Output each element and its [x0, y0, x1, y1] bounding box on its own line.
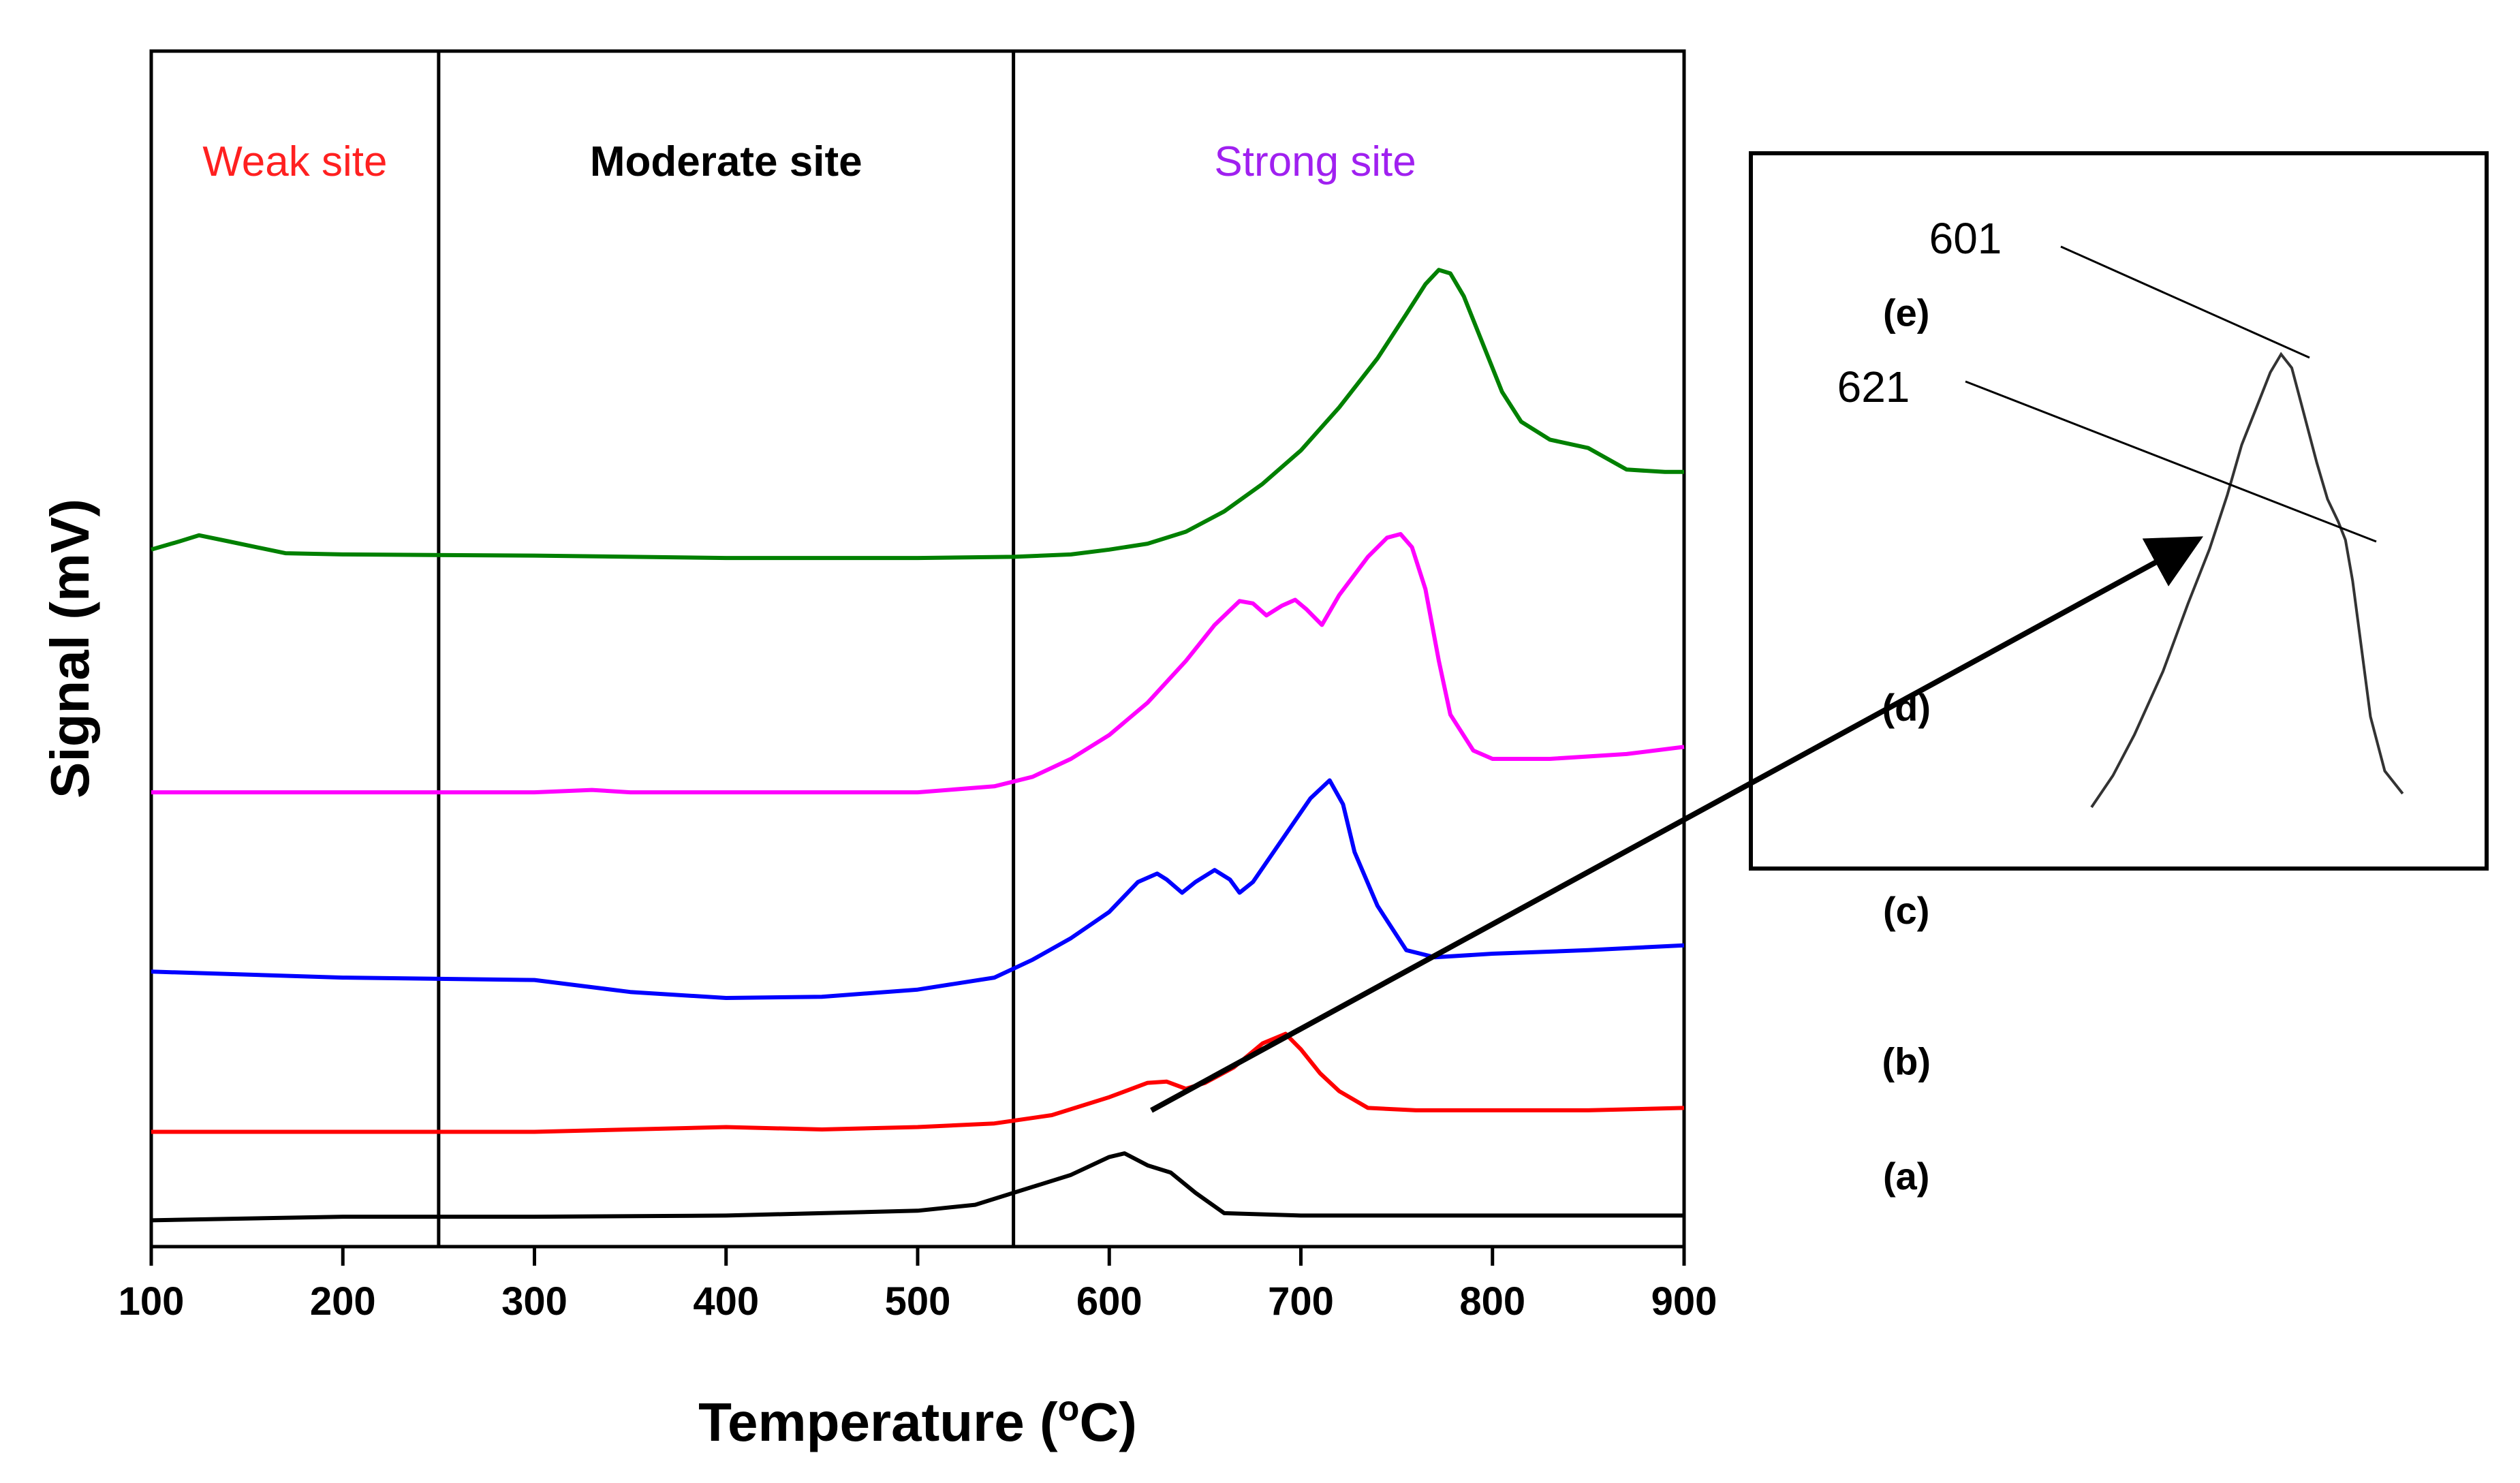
inset-peak-profile: [2090, 352, 2404, 809]
region-label-strong: Strong site: [1214, 138, 1416, 185]
zoom-arrow: [1150, 536, 2204, 1113]
inset-label-601: 601: [1929, 214, 2002, 263]
inset-box: [1749, 151, 2489, 871]
series-b-line: [151, 1031, 1685, 1134]
series-a-line: [151, 1151, 1684, 1223]
x-axis-title: Temperature (oC): [698, 1389, 1137, 1452]
plot-frame: [149, 49, 1686, 1249]
series-label-a: (a): [1883, 1155, 1929, 1198]
x-tick-label-400: 400: [693, 1279, 759, 1324]
y-axis-title: Signal (mV): [40, 499, 100, 798]
series-label-e: (e): [1883, 292, 1929, 334]
inset-leader-621: [1965, 380, 2377, 543]
region-label-weak: Weak site: [202, 138, 387, 185]
inset-label-621: 621: [1837, 362, 1910, 411]
region-label-moderate: Moderate site: [590, 138, 862, 185]
inset-leader-601: [2060, 245, 2310, 359]
x-tick-label-300: 300: [501, 1279, 567, 1324]
x-tick-label-700: 700: [1268, 1279, 1334, 1324]
series-e-line: [151, 268, 1684, 561]
x-tick-label-500: 500: [885, 1279, 951, 1324]
x-tick-label-900: 900: [1651, 1279, 1717, 1324]
x-tick-label-600: 600: [1076, 1279, 1142, 1324]
series-c-line: [151, 778, 1685, 1000]
x-tick-label-200: 200: [310, 1279, 376, 1324]
x-axis-ticks: 100 200 300 400 500 600 700 800 900: [119, 1247, 1717, 1324]
series-label-b: (b): [1882, 1040, 1931, 1082]
x-tick-label-800: 800: [1459, 1279, 1525, 1324]
series-d-line: [151, 532, 1685, 795]
x-tick-label-100: 100: [119, 1279, 185, 1324]
series-label-c: (c): [1883, 889, 1929, 932]
